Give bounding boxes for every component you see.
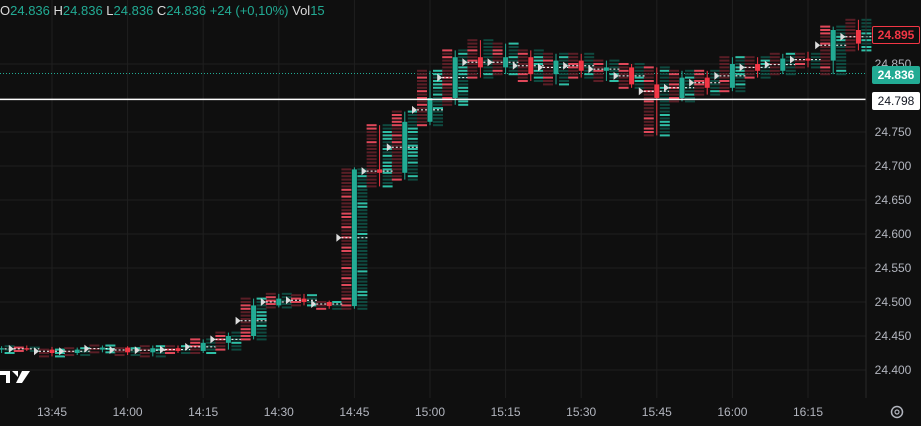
- candle-body: [528, 57, 533, 74]
- candle-body: [478, 57, 483, 67]
- price-chart[interactable]: 24.85024.75024.70024.65024.60024.55024.5…: [0, 0, 921, 426]
- x-tick-label: 16:15: [793, 405, 823, 419]
- high-value: 24.836: [63, 3, 103, 18]
- poc-marker: [59, 347, 64, 355]
- close-label: C: [157, 3, 166, 18]
- candle-body: [402, 122, 407, 173]
- poc-marker: [614, 72, 619, 80]
- high-label: H: [54, 3, 63, 18]
- y-tick-label: 24.400: [875, 363, 912, 377]
- poc-marker: [236, 317, 241, 325]
- y-tick-label: 24.450: [875, 329, 912, 343]
- x-tick-label: 15:45: [642, 405, 672, 419]
- poc-marker: [588, 65, 593, 73]
- candle-body: [629, 67, 634, 84]
- x-tick-label: 16:00: [717, 405, 747, 419]
- poc-marker: [689, 79, 694, 87]
- candle-body: [428, 98, 433, 122]
- candle-body: [705, 78, 710, 88]
- poc-marker: [387, 143, 392, 151]
- volume-value: 15: [310, 3, 324, 18]
- ohlc-legend: O24.836 H24.836 L24.836 C24.836 +24 (+0,…: [0, 3, 325, 18]
- candle-body: [503, 57, 508, 67]
- candle-body: [24, 348, 29, 349]
- settings-gear-icon[interactable]: [888, 403, 906, 421]
- candle-body: [730, 64, 735, 88]
- x-tick-label: 13:45: [37, 405, 67, 419]
- x-tick-label: 14:00: [113, 405, 143, 419]
- candle-body: [377, 169, 382, 172]
- low-value: 24.836: [114, 3, 154, 18]
- open-value: 24.836: [10, 3, 50, 18]
- x-tick-label: 15:15: [491, 405, 521, 419]
- candle-body: [831, 30, 836, 61]
- candle-body: [276, 299, 281, 306]
- candle-body: [302, 299, 307, 302]
- y-tick-label: 24.650: [875, 193, 912, 207]
- poc-marker: [336, 234, 341, 242]
- x-tick-label: 14:30: [264, 405, 294, 419]
- candle-body: [125, 348, 130, 353]
- candle-body: [226, 336, 231, 343]
- candle-body: [554, 61, 559, 75]
- candle-body: [453, 57, 458, 98]
- candle-body: [75, 350, 80, 353]
- low-label: L: [106, 3, 113, 18]
- x-tick-label: 14:15: [188, 405, 218, 419]
- candle-body: [604, 67, 609, 70]
- poc-marker: [362, 167, 367, 175]
- candle-body: [352, 169, 357, 306]
- poc-marker: [412, 106, 417, 114]
- crosshair-price-label: 24.798: [872, 92, 920, 110]
- y-tick-label: 24.500: [875, 295, 912, 309]
- y-tick-label: 24.600: [875, 227, 912, 241]
- close-value: 24.836: [166, 3, 206, 18]
- tradingview-logo-icon[interactable]: [0, 369, 32, 390]
- candle-body: [327, 302, 332, 306]
- candle-body: [654, 84, 659, 98]
- candle-body: [755, 64, 760, 71]
- poc-marker: [563, 62, 568, 70]
- candle-body: [201, 343, 206, 351]
- y-tick-label: 24.700: [875, 159, 912, 173]
- candle-body: [680, 78, 685, 98]
- last-price-label: 24.836: [872, 66, 920, 84]
- x-tick-label: 15:30: [566, 405, 596, 419]
- poc-marker: [714, 72, 719, 80]
- poc-marker: [488, 58, 493, 66]
- candle-body: [856, 30, 861, 44]
- x-tick-label: 14:45: [339, 405, 369, 419]
- poc-marker: [462, 58, 467, 66]
- candle-body: [806, 59, 811, 61]
- candle-body: [50, 350, 55, 353]
- candle-body: [176, 348, 181, 351]
- high-price-label: 24.895: [872, 26, 920, 44]
- y-tick-label: 24.750: [875, 125, 912, 139]
- volume-label: Vol: [292, 3, 310, 18]
- poc-marker: [513, 62, 518, 70]
- candle-body: [780, 59, 785, 71]
- poc-marker: [815, 41, 820, 49]
- y-tick-label: 24.550: [875, 261, 912, 275]
- candle-body: [0, 348, 4, 349]
- open-label: O: [0, 3, 10, 18]
- candle-body: [579, 61, 584, 71]
- candle-body: [100, 348, 105, 350]
- candle-body: [251, 305, 256, 336]
- change-value: +24 (+0,10%): [210, 3, 289, 18]
- x-tick-label: 15:00: [415, 405, 445, 419]
- candle-body: [150, 348, 155, 352]
